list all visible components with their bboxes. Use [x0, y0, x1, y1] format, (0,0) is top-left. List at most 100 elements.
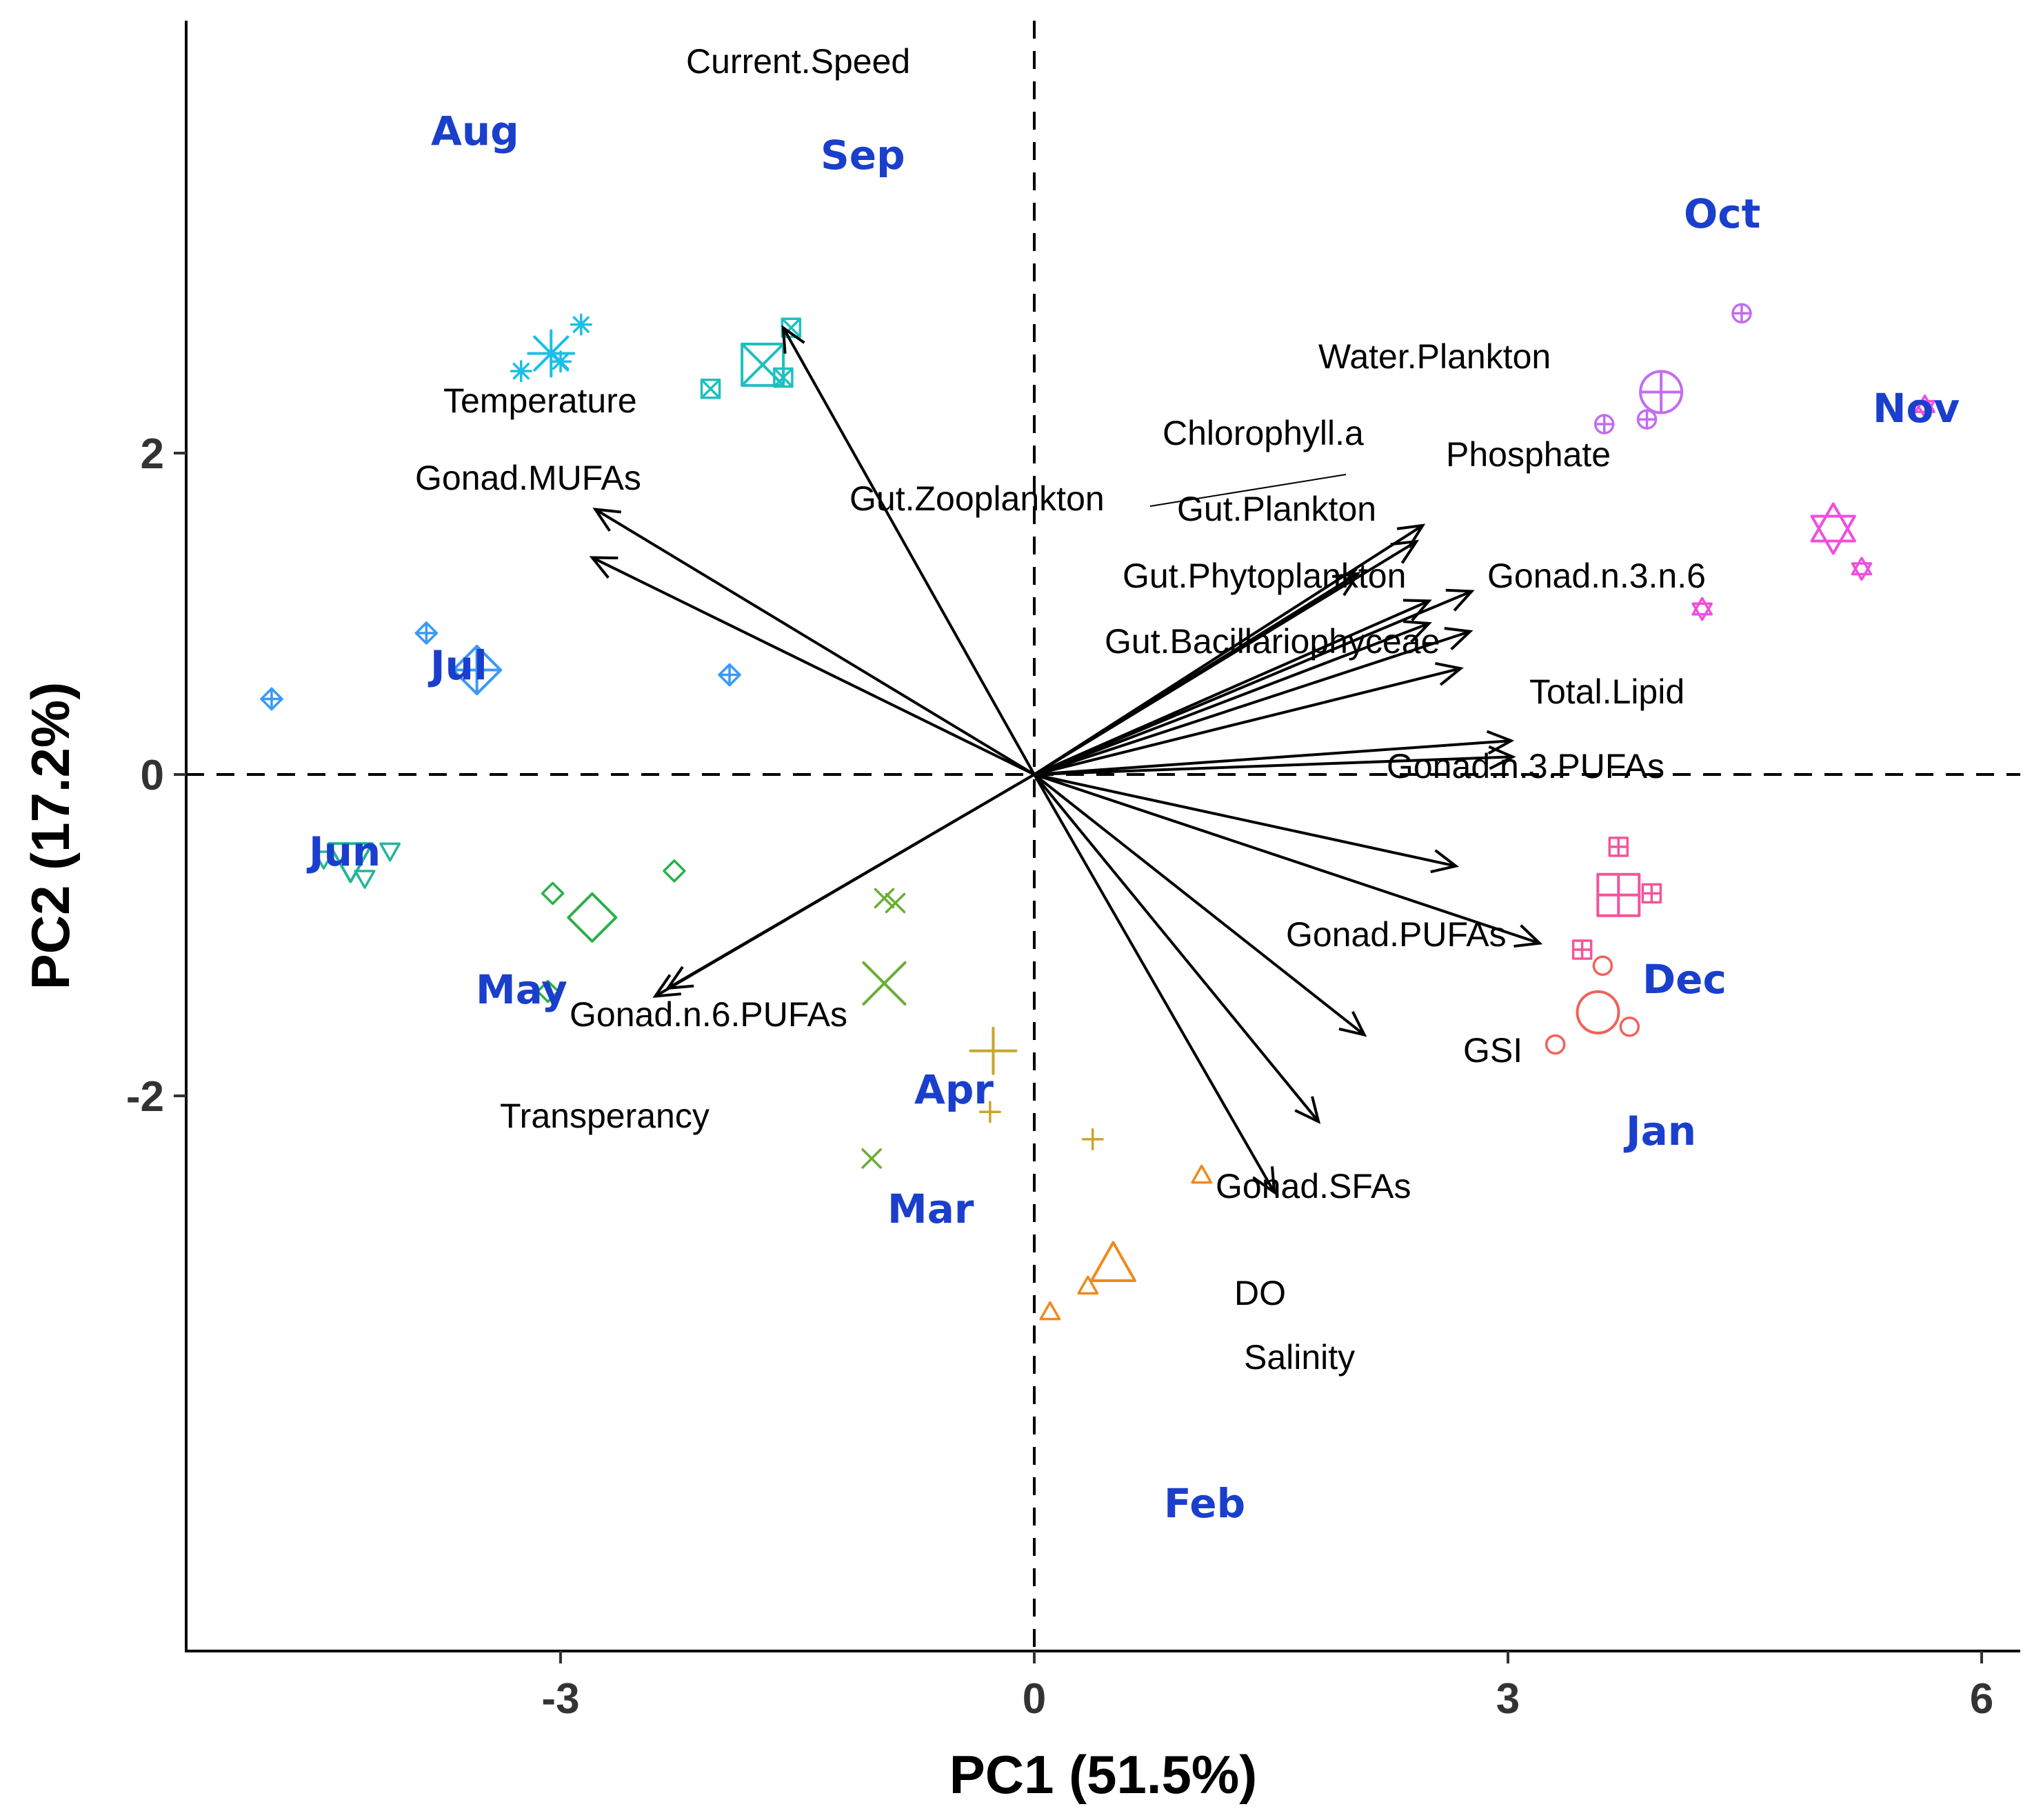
arrow-gut-plankton — [1034, 599, 1432, 776]
arrow-phosphate — [1034, 588, 1475, 776]
month-label-nov: Nov — [1873, 385, 1960, 432]
variable-label: Gut.Bacillariophyceae — [1105, 622, 1440, 661]
month-label-mar: Mar — [887, 1186, 974, 1232]
variable-label: Gonad.SFAs — [1216, 1167, 1411, 1206]
month-label-oct: Oct — [1684, 190, 1760, 237]
month-label-may: May — [476, 966, 567, 1013]
data-point — [260, 687, 283, 711]
data-point — [1608, 837, 1629, 857]
y-axis-title: PC2 (17.2%) — [20, 682, 81, 990]
x-tick-label: 6 — [1970, 1675, 1993, 1723]
month-label-sep: Sep — [821, 132, 905, 179]
x-axis-title: PC1 (51.5%) — [949, 1744, 1258, 1805]
group-centroid — [969, 1026, 1018, 1075]
month-label-aug: Aug — [431, 108, 519, 154]
data-point — [541, 881, 565, 906]
group-apr — [861, 888, 907, 1169]
variable-label: Water.Plankton — [1318, 337, 1551, 376]
data-point — [1593, 414, 1615, 434]
group-centroid — [1596, 872, 1641, 917]
group-centroid — [1576, 990, 1620, 1034]
group-centroid — [862, 961, 907, 1006]
axis-ticks: -3 0 3 6 -2 0 2 — [126, 430, 1993, 1723]
variable-label: Gonad.n.3.PUFAs — [1387, 747, 1664, 786]
arrow-gsi — [1034, 773, 1543, 948]
group-may — [536, 859, 686, 1003]
group-dec — [1571, 837, 1662, 960]
variable-label: DO — [1234, 1274, 1286, 1312]
group-centroid — [567, 892, 618, 943]
arrow-temperature — [592, 508, 1036, 776]
arrow-gonad-mufas — [589, 556, 1035, 776]
month-labels: Jan Feb Mar Apr May Jun Jul Aug Sep Oct Nov Dec — [306, 108, 1960, 1527]
variable-label: Salinity — [1244, 1338, 1355, 1377]
variable-label: Phosphate — [1446, 435, 1611, 474]
variable-arrows — [589, 325, 1543, 1195]
data-point — [414, 621, 439, 645]
x-tick-label: 0 — [1023, 1675, 1046, 1723]
group-oct — [1593, 303, 1752, 434]
variable-label: Gonad.n.3.n.6 — [1487, 557, 1706, 595]
variable-label: GSI — [1463, 1031, 1522, 1070]
group-sep — [700, 317, 802, 399]
group-jul — [260, 621, 741, 711]
variable-label: Gut.Phytoplankton — [1123, 557, 1406, 595]
arrow-gut-bacillariophyceae — [1034, 661, 1464, 776]
arrow-gonad-pufas — [1034, 773, 1460, 874]
data-point — [1691, 597, 1713, 621]
gut-zooplankton-leader — [1149, 474, 1347, 507]
arrow-total-lipid — [1034, 730, 1515, 776]
data-point — [874, 888, 895, 909]
data-point — [570, 313, 592, 336]
arrow-do — [1033, 773, 1321, 1124]
data-point — [1641, 883, 1662, 904]
variable-label: Gonad.n.6.PUFAs — [570, 995, 847, 1034]
data-point — [1039, 1301, 1061, 1321]
arrow-transperancy — [652, 773, 1036, 998]
data-point — [781, 317, 802, 339]
month-label-jan: Jan — [1623, 1108, 1696, 1154]
data-point — [1191, 1164, 1213, 1184]
arrow-gut-phytoplankton — [1034, 620, 1432, 776]
reference-lines — [186, 21, 2020, 1651]
month-groups — [260, 303, 1935, 1321]
data-point — [1545, 1034, 1566, 1055]
group-centroid — [741, 342, 785, 387]
arrow-gut-zooplankton — [1033, 572, 1361, 776]
data-point — [354, 870, 376, 889]
data-point — [718, 663, 741, 687]
y-tick-label: 2 — [141, 430, 164, 478]
y-tick-label: -2 — [126, 1073, 164, 1121]
data-point — [1851, 557, 1873, 581]
month-label-feb: Feb — [1164, 1480, 1245, 1527]
data-point — [510, 360, 532, 383]
data-point — [1592, 955, 1613, 977]
data-point — [1081, 1128, 1104, 1150]
group-aug — [510, 313, 592, 383]
x-tick-label: 3 — [1496, 1675, 1520, 1723]
data-point — [1636, 409, 1658, 430]
month-label-dec: Dec — [1642, 956, 1727, 1003]
group-centroid — [327, 842, 374, 883]
group-nov — [1691, 394, 1935, 621]
arrow-gonad-n-3-pufas — [1034, 745, 1516, 776]
variable-label: Chlorophyll.a — [1163, 414, 1364, 452]
data-point — [1731, 303, 1752, 324]
variable-label: Temperature — [443, 381, 637, 420]
data-point — [885, 892, 906, 914]
month-label-jun: Jun — [306, 828, 381, 875]
arrow-gonad-sfas — [1033, 773, 1367, 1037]
group-centroid — [1639, 370, 1684, 414]
variable-label: Transperancy — [500, 1097, 710, 1135]
data-point — [663, 859, 686, 883]
variable-label: Current.Speed — [686, 42, 910, 81]
data-point — [313, 850, 334, 870]
variable-label: Total.Lipid — [1529, 672, 1684, 711]
variable-label: Gonad.PUFAs — [1286, 915, 1507, 954]
arrow-salinity — [1033, 774, 1276, 1195]
group-jun — [313, 842, 401, 889]
group-mar — [969, 1026, 1104, 1150]
data-point — [1914, 394, 1935, 419]
variable-label: Gut.Zooplankton — [849, 479, 1105, 518]
